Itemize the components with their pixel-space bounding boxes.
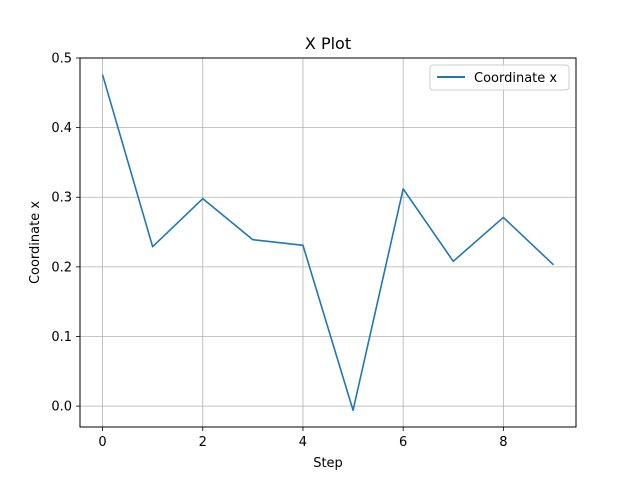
data-point [402, 188, 404, 190]
y-tick-label: 0.4 [51, 121, 72, 136]
data-point [553, 264, 555, 266]
y-tick-label: 0.2 [51, 260, 72, 275]
x-tick-label: 4 [299, 435, 307, 450]
y-axis: 0.0 0.1 0.2 0.3 0.4 0.5 [51, 52, 80, 415]
x-tick-label: 8 [499, 435, 507, 450]
data-point [102, 74, 104, 76]
x-tick-label: 2 [199, 435, 207, 450]
data-point [252, 239, 254, 241]
series-line [101, 74, 554, 412]
y-tick-label: 0.5 [51, 52, 72, 67]
y-tick-label: 0.0 [51, 400, 72, 415]
data-point [352, 409, 354, 411]
x-axis-label: Step [313, 456, 343, 471]
data-point [152, 246, 154, 248]
data-point [503, 217, 505, 219]
y-axis-label: Coordinate x [28, 201, 43, 284]
y-tick-label: 0.3 [51, 191, 72, 206]
data-point [202, 198, 204, 200]
legend-entry: Coordinate x [474, 71, 557, 86]
legend-box [429, 64, 570, 91]
data-point [452, 260, 454, 262]
x-axis: 0 2 4 6 8 [98, 427, 507, 450]
y-tick-label: 0.1 [51, 330, 72, 345]
x-tick-label: 6 [399, 435, 407, 450]
data-point [302, 244, 304, 246]
x-tick-label: 0 [98, 435, 106, 450]
legend: Coordinate x [429, 64, 570, 91]
plot-frame [79, 57, 577, 428]
series-layer [101, 74, 555, 412]
chart-title: X Plot [305, 34, 351, 53]
